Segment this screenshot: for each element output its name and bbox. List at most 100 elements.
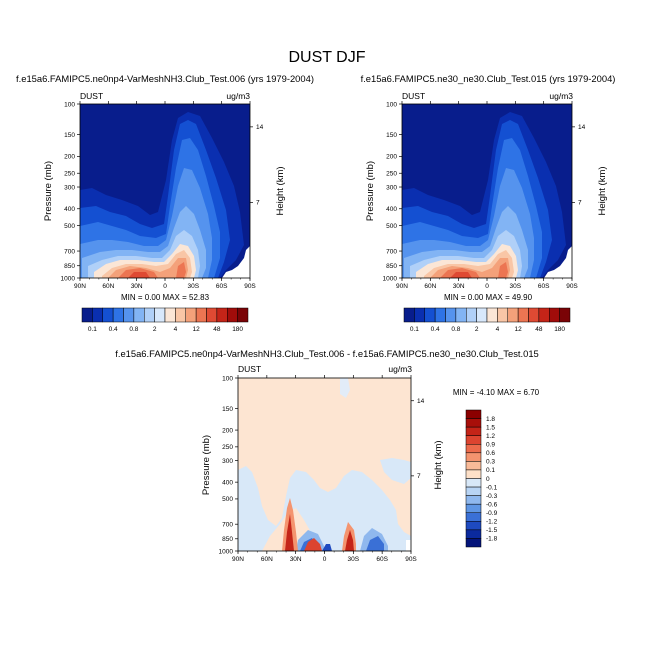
colorbar-box: [465, 418, 482, 428]
colorbar-box: [445, 307, 457, 323]
y-tick-label: 500: [64, 223, 75, 230]
panel-3-positive-region-5: [345, 530, 354, 551]
page-title: DUST DJF: [288, 49, 365, 66]
panel-3-title: f.e15a6.FAMIPC5.ne0np4-VarMeshNH3.Club_T…: [115, 348, 539, 359]
panel-3-surface-mask: [406, 540, 411, 551]
y-tick-label: 200: [222, 427, 233, 434]
colorbar-box: [465, 529, 482, 539]
colorbar-box: [164, 307, 176, 323]
panel-1-contour-11: [128, 272, 150, 278]
panel-1: f.e15a6.FAMIPC5.ne0np4-VarMeshNH3.Club_T…: [16, 73, 314, 333]
y-right-tick-label: 7: [256, 200, 260, 207]
x-tick-label: 90N: [232, 556, 244, 563]
colorbar-label: 0.8: [129, 326, 138, 333]
colorbar-box: [465, 452, 482, 462]
panel-2: f.e15a6.FAMIPC5.ne30_ne30.Club_Test.015 …: [361, 73, 616, 333]
x-tick-label: 60S: [376, 556, 388, 563]
colorbar-box: [414, 307, 425, 323]
colorbar-label: -0.9: [486, 510, 498, 517]
colorbar-label: 0.8: [451, 326, 460, 333]
panel-2-title: f.e15a6.FAMIPC5.ne30_ne30.Club_Test.015 …: [361, 73, 616, 84]
panel-3-variable: DUST: [238, 364, 261, 374]
colorbar-box: [538, 307, 550, 323]
colorbar-label: 12: [515, 326, 523, 333]
y-tick-label: 850: [222, 536, 233, 543]
colorbar-label: -0.3: [486, 493, 498, 500]
y-tick-label: 250: [386, 171, 397, 178]
colorbar-box: [81, 307, 93, 323]
y-tick-label: 400: [64, 206, 75, 213]
panel-2-ylabel: Pressure (mb): [365, 161, 376, 221]
colorbar-label: 1.2: [486, 433, 495, 440]
colorbar-box: [465, 478, 482, 488]
colorbar-box: [465, 444, 482, 454]
colorbar-box: [465, 469, 482, 479]
x-tick-label: 30N: [131, 283, 143, 290]
colorbar-box: [497, 307, 508, 323]
panel-3-colorbar: 1.81.5 1.2 0.90.6 0.30.1 0-0.1 -0.3-0.6 -0.9 -1…: [465, 409, 498, 548]
colorbar-label: -0.6: [486, 501, 498, 508]
colorbar-box: [465, 486, 482, 496]
x-tick-label: 0: [163, 283, 167, 290]
colorbar-box: [465, 512, 482, 522]
colorbar-box: [133, 307, 145, 323]
colorbar-label: 0.1: [486, 467, 495, 474]
y-tick-label: 300: [386, 184, 397, 191]
panel-3-ylabel: Pressure (mb): [201, 435, 212, 495]
colorbar-box: [528, 307, 540, 323]
y-tick-label: 700: [386, 248, 397, 255]
colorbar-box: [465, 503, 482, 513]
x-tick-label: 90N: [74, 283, 86, 290]
panel-3-axes: 90N 60N 30N 0 30S 60S 90S 100 150 200 250 300 400 500…: [219, 375, 425, 563]
x-tick-label: 60S: [216, 283, 228, 290]
colorbar-label: -1.8: [486, 536, 498, 543]
colorbar-label: 2: [153, 326, 157, 333]
colorbar-box: [507, 307, 519, 323]
colorbar-box: [465, 409, 482, 419]
colorbar-box: [102, 307, 114, 323]
x-tick-label: 90N: [396, 283, 408, 290]
y-right-tick-label: 14: [578, 124, 586, 131]
y-tick-label: 850: [64, 263, 75, 270]
y-right-tick-label: 14: [256, 124, 264, 131]
panel-1-axes: 90N 60N 30N 0 30S 60S 90S 100 150 200 250 300 400 500…: [61, 101, 264, 290]
colorbar-label: 48: [535, 326, 543, 333]
y-tick-label: 1000: [383, 275, 398, 282]
panel-2-min-max: MIN = 0.00 MAX = 49.90: [444, 293, 533, 302]
panel-3: f.e15a6.FAMIPC5.ne0np4-VarMeshNH3.Club_T…: [115, 348, 539, 563]
y-tick-label: 400: [386, 206, 397, 213]
panel-1-ylabel: Pressure (mb): [43, 161, 54, 221]
panel-2-surface-mask: [544, 246, 572, 278]
y-tick-label: 250: [64, 171, 75, 178]
colorbar-box: [455, 307, 467, 323]
x-tick-label: 60N: [261, 556, 273, 563]
colorbar-label: 0: [486, 476, 490, 483]
colorbar-box: [517, 307, 529, 323]
y-tick-label: 300: [222, 458, 233, 465]
y-tick-label: 200: [386, 154, 397, 161]
colorbar-label: -1.2: [486, 519, 498, 526]
x-tick-label: 90S: [244, 283, 256, 290]
y-tick-label: 1000: [219, 548, 234, 555]
colorbar-box: [476, 307, 488, 323]
panel-1-surface-mask: [222, 246, 250, 278]
colorbar-label: -1.5: [486, 527, 498, 534]
colorbar-box: [549, 307, 560, 323]
panel-3-positive-region-6: [304, 538, 322, 551]
panel-2-axes: 90N 60N 30N 0 30S 60S 90S 100 150 200 250 300 400 500…: [383, 101, 586, 290]
y-tick-label: 850: [386, 263, 397, 270]
x-tick-label: 30N: [453, 283, 465, 290]
y-tick-label: 150: [64, 132, 75, 139]
y-right-tick-label: 7: [578, 200, 582, 207]
y-right-tick-label: 7: [417, 473, 421, 480]
colorbar-box: [154, 307, 166, 323]
panel-3-min-max: MIN = -4.10 MAX = 6.70: [453, 388, 540, 397]
y-tick-label: 700: [64, 248, 75, 255]
colorbar-box: [185, 307, 197, 323]
panel-2-ylabel-right: Height (km): [597, 166, 608, 215]
colorbar-label: 0.4: [431, 326, 440, 333]
panel-1-variable: DUST: [80, 91, 103, 101]
panel-3-units: ug/m3: [388, 364, 412, 374]
y-tick-label: 250: [222, 444, 233, 451]
panel-3-negative-region-6: [366, 536, 384, 551]
